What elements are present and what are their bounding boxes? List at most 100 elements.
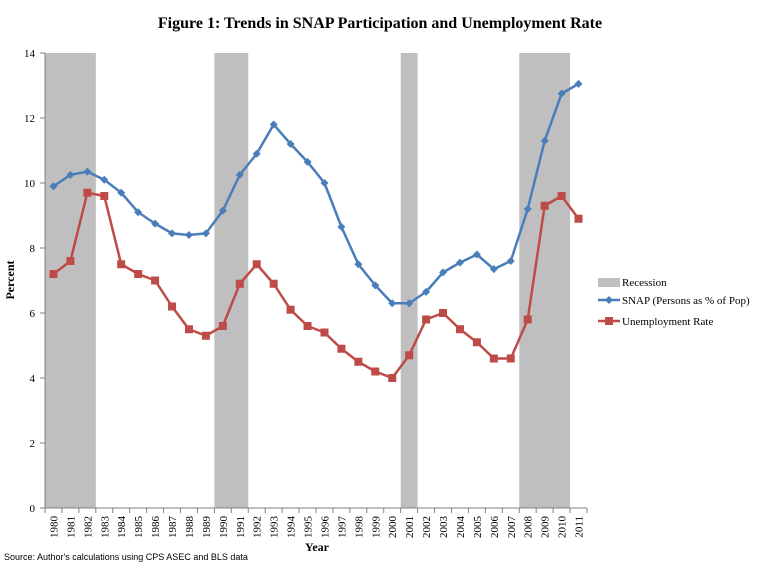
legend-label-recession: Recession xyxy=(622,277,667,289)
snap-point-1987 xyxy=(168,229,177,238)
unemployment-point-1983 xyxy=(100,192,109,200)
snap-point-1986 xyxy=(151,219,160,228)
snap-point-2006 xyxy=(489,265,498,274)
unemployment-point-1991 xyxy=(235,279,244,288)
x-tick-label-1981: 1981 xyxy=(65,516,77,538)
snap-point-1996 xyxy=(320,179,329,187)
recession-band-2001 xyxy=(400,53,418,508)
x-tick-label-2005: 2005 xyxy=(472,516,484,539)
unemployment-point-1999 xyxy=(371,367,380,376)
unemployment-point-1989 xyxy=(201,331,210,340)
unemployment-point-1980 xyxy=(49,270,58,278)
unemployment-point-1984 xyxy=(117,260,126,269)
unemployment-point-1982 xyxy=(83,188,92,197)
snap-point-2009 xyxy=(540,136,549,145)
y-tick-label-6: 6 xyxy=(30,308,36,320)
snap-point-2011 xyxy=(574,79,583,88)
snap-point-1992 xyxy=(252,149,261,158)
recession-band-2008 xyxy=(519,53,571,508)
unemployment-point-2007 xyxy=(506,354,515,363)
x-tick-label-2010: 2010 xyxy=(557,516,569,539)
x-tick-label-1985: 1985 xyxy=(133,516,145,539)
legend: Recession SNAP (Persons as % of Pop) Unemp… xyxy=(598,277,750,328)
unemployment-point-1988 xyxy=(184,325,193,334)
x-tick-label-2006: 2006 xyxy=(489,516,501,539)
snap-point-1995 xyxy=(303,157,312,166)
x-tick-label-1987: 1987 xyxy=(167,516,179,539)
unemployment-point-2002 xyxy=(422,315,431,324)
unemployment-point-2011 xyxy=(574,214,583,223)
unemployment-point-1995 xyxy=(303,322,312,330)
x-tick-label-1995: 1995 xyxy=(303,516,315,539)
y-tick-label-8: 8 xyxy=(30,243,36,255)
x-tick-label-1996: 1996 xyxy=(319,516,331,539)
x-tick-label-1984: 1984 xyxy=(116,516,128,539)
x-tick-label-2011: 2011 xyxy=(574,516,586,538)
chart-title: Figure 1: Trends in SNAP Participation a… xyxy=(158,15,602,32)
snap-point-2001 xyxy=(405,299,414,308)
unemployment-point-1994 xyxy=(286,305,295,314)
unemployment-point-1990 xyxy=(218,322,227,330)
y-tick-label-0: 0 xyxy=(30,503,36,515)
unemployment-point-1987 xyxy=(168,302,177,311)
series-lines xyxy=(49,79,583,382)
x-tick-label-1998: 1998 xyxy=(353,516,365,539)
unemployment-point-1997 xyxy=(337,344,346,353)
legend-swatch-recession xyxy=(598,278,620,287)
unemployment-point-2004 xyxy=(455,325,464,334)
recession-band-1980 xyxy=(45,53,96,508)
snap-point-1990 xyxy=(218,206,227,215)
x-tick-label-1990: 1990 xyxy=(218,516,230,539)
snap-point-2005 xyxy=(472,250,481,259)
x-tick-label-1993: 1993 xyxy=(269,516,281,539)
x-tick-label-1982: 1982 xyxy=(82,516,94,538)
unemployment-point-1986 xyxy=(151,276,160,285)
snap-point-1985 xyxy=(134,208,143,217)
snap-point-2004 xyxy=(455,258,464,267)
unemployment-point-1985 xyxy=(134,270,143,278)
x-tick-label-1999: 1999 xyxy=(370,516,382,539)
y-tick-label-4: 4 xyxy=(30,373,36,385)
unemployment-point-2010 xyxy=(557,192,566,200)
snap-point-1994 xyxy=(286,140,295,148)
y-tick-label-12: 12 xyxy=(24,113,35,125)
unemployment-series-line xyxy=(52,191,580,380)
x-tick-label-1988: 1988 xyxy=(184,516,196,539)
y-axis-label: Percent xyxy=(3,260,17,299)
x-tick-label-1980: 1980 xyxy=(48,516,60,539)
snap-point-1984 xyxy=(117,188,126,197)
x-tick-label-1997: 1997 xyxy=(336,516,348,539)
snap-point-2010 xyxy=(557,89,566,98)
unemployment-point-1992 xyxy=(252,260,261,269)
legend-label-unemployment: Unemployment Rate xyxy=(622,316,713,328)
x-tick-label-1986: 1986 xyxy=(150,516,162,539)
snap-point-1981 xyxy=(66,170,75,179)
axes: 0 2 4 6 8 10 12 14 1980 1981 1982 1983 1984 1985 1986 1… xyxy=(24,48,588,539)
snap-point-1999 xyxy=(371,281,380,290)
unemployment-point-2001 xyxy=(405,351,414,360)
unemployment-point-2009 xyxy=(540,201,549,210)
legend-marker-snap xyxy=(605,296,613,304)
x-tick-label-2000: 2000 xyxy=(387,516,399,539)
x-tick-label-2009: 2009 xyxy=(540,516,552,539)
unemployment-point-1993 xyxy=(269,279,278,288)
y-tick-label-14: 14 xyxy=(24,48,36,60)
x-tick-label-1992: 1992 xyxy=(252,516,264,538)
unemployment-point-1981 xyxy=(66,257,75,265)
unemployment-point-2003 xyxy=(439,309,448,317)
x-tick-label-1994: 1994 xyxy=(286,516,298,539)
x-axis-label: Year xyxy=(305,540,330,554)
snap-point-2000 xyxy=(388,299,397,308)
unemployment-point-2006 xyxy=(489,354,498,363)
x-tick-label-2008: 2008 xyxy=(523,516,535,539)
snap-point-1991 xyxy=(235,170,244,179)
snap-point-1998 xyxy=(354,260,363,269)
snap-point-1993 xyxy=(269,120,278,129)
snap-point-1988 xyxy=(184,231,193,239)
snap-point-2007 xyxy=(506,257,515,265)
unemployment-point-1996 xyxy=(320,328,329,337)
x-tick-label-2003: 2003 xyxy=(438,516,450,539)
unemployment-point-1998 xyxy=(354,357,363,366)
unemployment-point-2005 xyxy=(472,338,481,347)
